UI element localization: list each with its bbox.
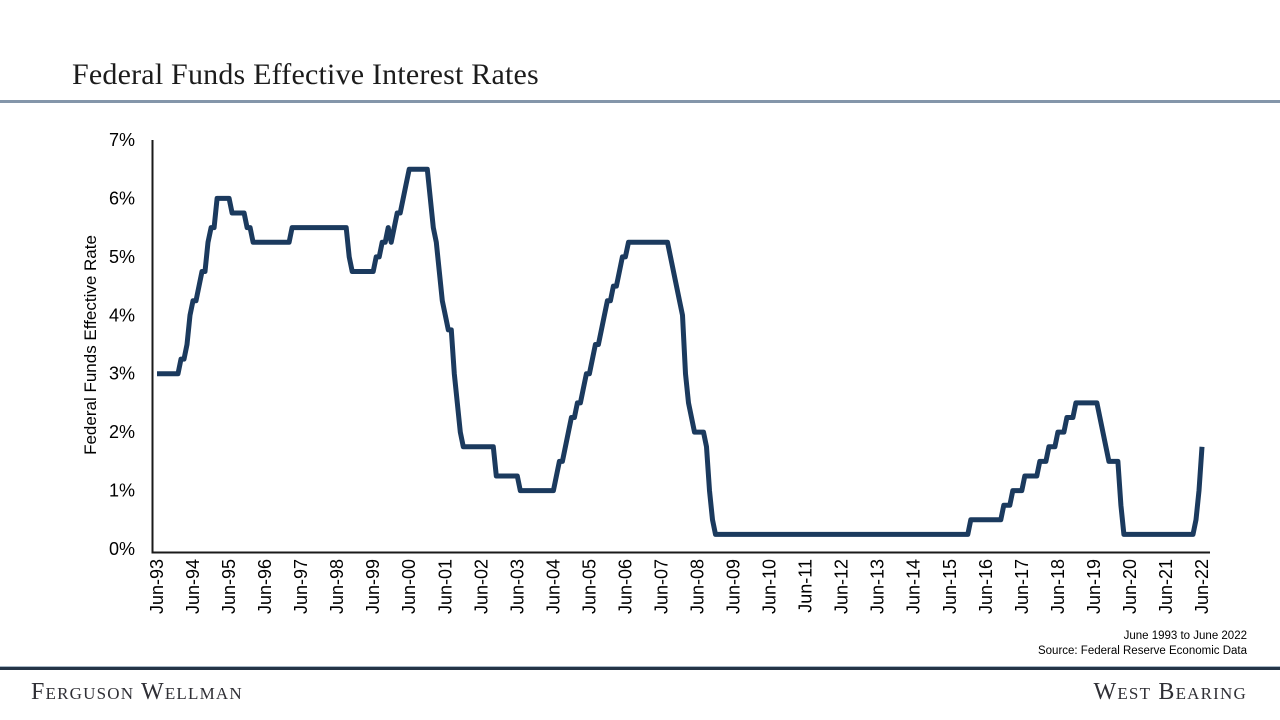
- x-tick-label: Jun-09: [724, 559, 744, 614]
- x-tick-label: Jun-14: [904, 559, 924, 614]
- footer-rule: [0, 666, 1280, 670]
- x-tick-label: Jun-16: [976, 559, 996, 614]
- brand-west-bearing: West Bearing: [1093, 679, 1247, 705]
- x-tick-label: Jun-19: [1084, 559, 1104, 614]
- y-tick-label: 4%: [109, 305, 135, 325]
- x-tick-label: Jun-00: [399, 559, 419, 614]
- title-underline-rule: [0, 100, 1280, 103]
- date-range-note: June 1993 to June 2022: [1123, 630, 1247, 642]
- y-tick-label: 0%: [109, 539, 135, 559]
- x-tick-label: Jun-98: [327, 559, 347, 614]
- x-tick-label: Jun-01: [435, 559, 455, 614]
- x-tick-label: Jun-20: [1120, 559, 1140, 614]
- y-tick-label: 2%: [109, 422, 135, 442]
- y-tick-label: 1%: [109, 481, 135, 501]
- x-tick-label: Jun-07: [651, 559, 671, 614]
- x-tick-label: Jun-05: [579, 559, 599, 614]
- x-tick-label: Jun-02: [471, 559, 491, 614]
- y-tick-label: 7%: [109, 130, 135, 150]
- x-tick-label: Jun-06: [615, 559, 635, 614]
- y-tick-label: 3%: [109, 364, 135, 384]
- x-tick-label: Jun-96: [255, 559, 275, 614]
- data-source-note: Source: Federal Reserve Economic Data: [1037, 645, 1247, 657]
- x-tick-label: Jun-93: [147, 559, 167, 614]
- x-tick-label: Jun-94: [183, 559, 203, 614]
- brand-ferguson-wellman: Ferguson Wellman: [31, 679, 243, 705]
- x-tick-label: Jun-18: [1048, 559, 1068, 614]
- x-tick-label: Jun-10: [760, 559, 780, 614]
- x-tick-label: Jun-17: [1012, 559, 1032, 614]
- x-tick-label: Jun-21: [1156, 559, 1176, 614]
- x-tick-label: Jun-11: [796, 559, 816, 613]
- source-note: June 1993 to June 2022 Source: Federal R…: [1038, 629, 1247, 659]
- y-tick-label: 5%: [109, 247, 135, 267]
- x-tick-label: Jun-97: [291, 559, 311, 614]
- y-tick-label: 6%: [109, 188, 135, 208]
- x-tick-label: Jun-13: [868, 559, 888, 614]
- x-tick-label: Jun-99: [363, 559, 383, 614]
- fed-funds-rate-line: [157, 166, 1205, 537]
- x-tick-label: Jun-22: [1192, 559, 1212, 614]
- x-tick-label: Jun-03: [507, 559, 527, 614]
- x-tick-label: Jun-15: [940, 559, 960, 614]
- x-tick-label: Jun-12: [832, 559, 852, 614]
- page-title: Federal Funds Effective Interest Rates: [72, 58, 539, 91]
- x-tick-label: Jun-95: [219, 559, 239, 614]
- x-tick-label: Jun-08: [688, 559, 708, 614]
- x-tick-label: Jun-04: [543, 559, 563, 614]
- y-axis-title: Federal Funds Effective Rate: [81, 235, 100, 455]
